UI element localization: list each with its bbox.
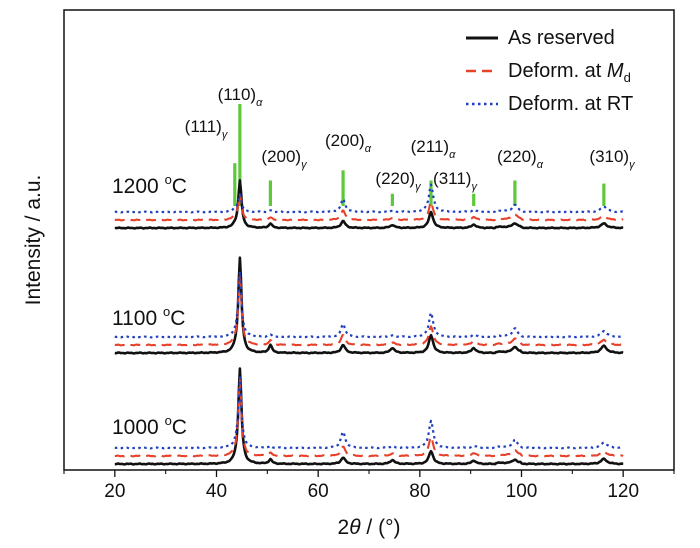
x-tick-label: 120 [607,481,639,502]
legend-entry: Deform. at RT [508,93,633,115]
peak-phase: γ [415,181,422,193]
trace-0-series-1 [114,193,624,222]
peak-index: (220) [375,169,415,188]
legend: As reserved Deform. at Md Deform. at RT [466,27,633,115]
peak-index: (110) [218,85,256,104]
peak-phase: α [537,159,544,171]
x-tick-label: 60 [308,481,329,502]
temperature-unit: C [170,307,185,330]
peak-phase: γ [471,181,478,193]
trace-0-series-2 [114,183,624,214]
temperature-label: 1100 oC [112,304,185,330]
temperature-value: 1000 [112,416,165,439]
temperature-value: 1100 [112,307,163,330]
degree-mark: o [165,172,172,187]
trace-0-series-0 [114,179,624,230]
peak-phase: α [449,149,456,161]
trace-2-series-0 [114,367,624,466]
x-axis: 20 40 60 80 100 120 [63,470,675,502]
x-axis-label-main: 2 [338,516,350,539]
trace-1-series-2 [114,270,624,339]
peak-index: (310) [589,147,629,166]
legend-entry: Deform. at Md [508,60,631,85]
legend-entry-text: As reserved [508,27,615,49]
reference-peak-label: (220)α [497,147,544,171]
peak-index: (200) [325,131,365,150]
reference-peaks: (111)γ(110)α(200)γ(200)α(220)γ(211)α(311… [185,85,636,206]
peak-phase: γ [629,159,636,171]
legend-entry-text: Deform. at RT [508,93,633,115]
trace-1-series-1 [114,273,624,347]
diffraction-traces [114,179,624,466]
peak-index: (311) [433,169,471,188]
legend-entry: As reserved [508,27,615,49]
trace-1-series-0 [114,256,624,355]
reference-peak-label: (310)γ [589,147,636,171]
temperature-label: 1000 oC [112,413,187,439]
peak-index: (200) [261,147,301,166]
temperature-value: 1200 [112,175,165,198]
x-axis-label: 2θ / (°) [338,516,401,539]
degree-mark: o [163,304,170,319]
y-axis-label: Intensity / a.u. [22,175,45,306]
peak-phase: γ [301,159,308,171]
x-tick-label: 20 [104,481,125,502]
x-tick-label: 80 [409,481,430,502]
temperature-unit: C [172,175,187,198]
temperature-unit: C [172,416,187,439]
peak-phase: α [256,97,263,109]
x-axis-label-symbol: θ [349,516,361,539]
reference-peak-label: (110)α [218,85,263,109]
x-tick-label: 40 [206,481,227,502]
trace-2-series-1 [114,379,624,458]
peak-phase: α [365,143,372,155]
reference-peak-label: (211)α [411,137,456,161]
peak-phase: γ [222,129,229,141]
reference-peak-label: (200)α [325,131,372,155]
legend-entry-text: Deform. at [508,60,607,82]
temperature-label: 1200 oC [112,172,187,198]
x-axis-label-unit: / (°) [361,516,401,539]
reference-peak-label: (111)γ [185,117,229,141]
legend-entry-symbol: M [607,60,624,82]
reference-peak-label: (311)γ [433,169,478,193]
peak-index: (220) [497,147,537,166]
peak-index: (111) [185,117,222,136]
legend-entry-subscript: d [624,70,631,85]
peak-index: (211) [411,137,449,156]
reference-peak-label: (200)γ [261,147,308,171]
trace-2-series-2 [114,376,624,450]
degree-mark: o [165,413,172,428]
x-tick-label: 100 [506,481,538,502]
reference-peak-label: (220)γ [375,169,422,193]
